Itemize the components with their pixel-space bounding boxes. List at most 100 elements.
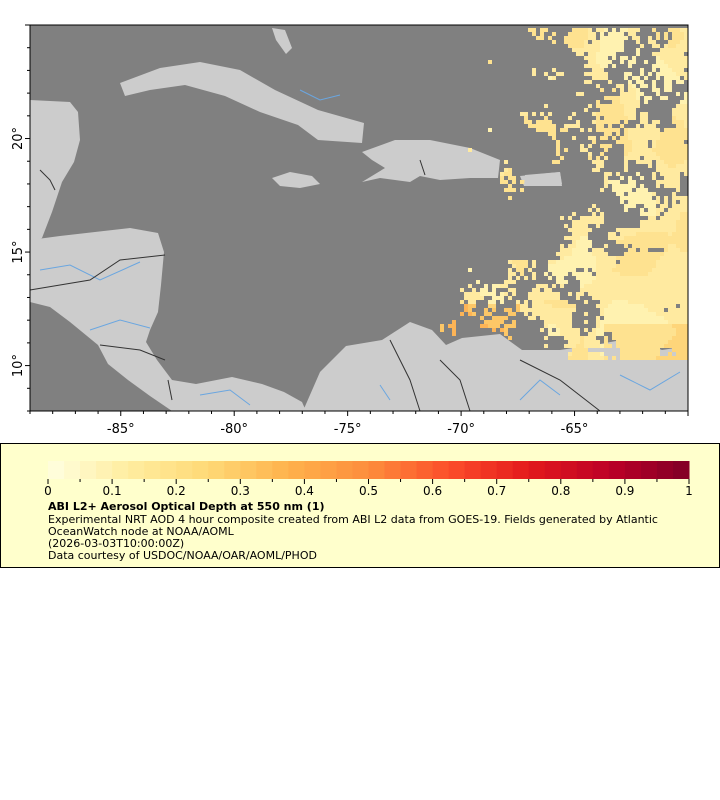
aerosol-cell (648, 224, 652, 228)
aerosol-cell (640, 236, 644, 240)
aerosol-cell (624, 92, 628, 96)
aerosol-cell (608, 60, 612, 64)
aerosol-cell (600, 284, 604, 288)
aerosol-cell (592, 280, 596, 284)
legend-panel: 0 0.1 0.2 0.3 0.4 0.5 0.6 0.7 0.8 0.9 1 ABI L2+ Ae… (0, 443, 720, 568)
aerosol-cell (564, 280, 568, 284)
aerosol-cell (592, 332, 596, 336)
aerosol-cell (660, 48, 664, 52)
aerosol-cell (680, 236, 684, 240)
aerosol-cell (632, 136, 636, 140)
aerosol-cell (492, 324, 496, 328)
aerosol-cell (500, 284, 504, 288)
aerosol-cell (492, 328, 496, 332)
aerosol-cell (656, 184, 660, 188)
aerosol-cell (676, 336, 680, 340)
aerosol-cell (624, 196, 628, 200)
aerosol-cell (560, 308, 564, 312)
aerosol-cell (636, 80, 640, 84)
aerosol-cell (544, 304, 548, 308)
aerosol-cell (680, 80, 684, 84)
aerosol-cell (668, 288, 672, 292)
aerosol-cell (596, 280, 600, 284)
aerosol-cell (548, 292, 552, 296)
aerosol-cell (576, 224, 580, 228)
aerosol-cell (540, 284, 544, 288)
aerosol-cell (592, 68, 596, 72)
aerosol-cell (624, 148, 628, 152)
aerosol-cell (636, 88, 640, 92)
aerosol-cell (656, 320, 660, 324)
aerosol-cell (596, 332, 600, 336)
aerosol-cell (680, 264, 684, 268)
aerosol-cell (684, 64, 688, 68)
aerosol-cell (660, 132, 664, 136)
aerosol-cell (684, 132, 688, 136)
aerosol-cell (676, 72, 680, 76)
aerosol-cell (476, 292, 480, 296)
landmass-jamaica (272, 172, 320, 188)
aerosol-cell (564, 36, 568, 40)
aerosol-cell (568, 332, 572, 336)
aerosol-cell (660, 356, 664, 360)
aerosol-cell (616, 172, 620, 176)
aerosol-cell (644, 316, 648, 320)
colorbar-swatch (480, 461, 498, 479)
aerosol-cell (596, 28, 600, 32)
aerosol-cell (636, 92, 640, 96)
aerosol-cell (592, 252, 596, 256)
aerosol-cell (652, 152, 656, 156)
aerosol-cell (620, 324, 624, 328)
aerosol-cell (596, 120, 600, 124)
aerosol-cell (640, 340, 644, 344)
river (39, 261, 141, 281)
aerosol-cell (680, 136, 684, 140)
aerosol-cell (560, 328, 564, 332)
aerosol-cell (684, 248, 688, 252)
aerosol-cell (612, 272, 616, 276)
aerosol-cell (652, 336, 656, 340)
aerosol-cell (660, 308, 664, 312)
aerosol-cell (572, 44, 576, 48)
aerosol-cell (684, 48, 688, 52)
aerosol-cell (580, 260, 584, 264)
aerosol-cell (640, 248, 644, 252)
aerosol-cell (548, 112, 552, 116)
aerosol-cell (664, 288, 668, 292)
aerosol-cell (680, 308, 684, 312)
aerosol-cell (600, 120, 604, 124)
aerosol-cell (680, 244, 684, 248)
aerosol-cell (648, 292, 652, 296)
aerosol-cell (552, 272, 556, 276)
aerosol-cell (600, 264, 604, 268)
aerosol-cell (684, 256, 688, 260)
aerosol-cell (672, 296, 676, 300)
aerosol-cell (612, 188, 616, 192)
aerosol-cell (596, 284, 600, 288)
aerosol-cell (524, 276, 528, 280)
aerosol-cell (664, 328, 668, 332)
aerosol-cell (660, 68, 664, 72)
aerosol-cell (572, 36, 576, 40)
aerosol-cell (664, 36, 668, 40)
aerosol-cell (652, 240, 656, 244)
aerosol-cell (600, 256, 604, 260)
aerosol-cell (644, 212, 648, 216)
aerosol-cell (636, 140, 640, 144)
aerosol-cell (620, 44, 624, 48)
aerosol-cell (604, 144, 608, 148)
aerosol-cell (584, 280, 588, 284)
aerosol-cell (604, 244, 608, 248)
aerosol-cell (628, 132, 632, 136)
aerosol-cell (652, 192, 656, 196)
aerosol-cell (624, 292, 628, 296)
aerosol-cell (492, 320, 496, 324)
aerosol-cell (604, 356, 608, 360)
aerosol-cell (648, 272, 652, 276)
aerosol-cell (488, 312, 492, 316)
aerosol-cell (656, 180, 660, 184)
aerosol-cell (464, 296, 468, 300)
aerosol-cell (668, 320, 672, 324)
aerosol-cell (680, 32, 684, 36)
aerosol-cell (620, 108, 624, 112)
